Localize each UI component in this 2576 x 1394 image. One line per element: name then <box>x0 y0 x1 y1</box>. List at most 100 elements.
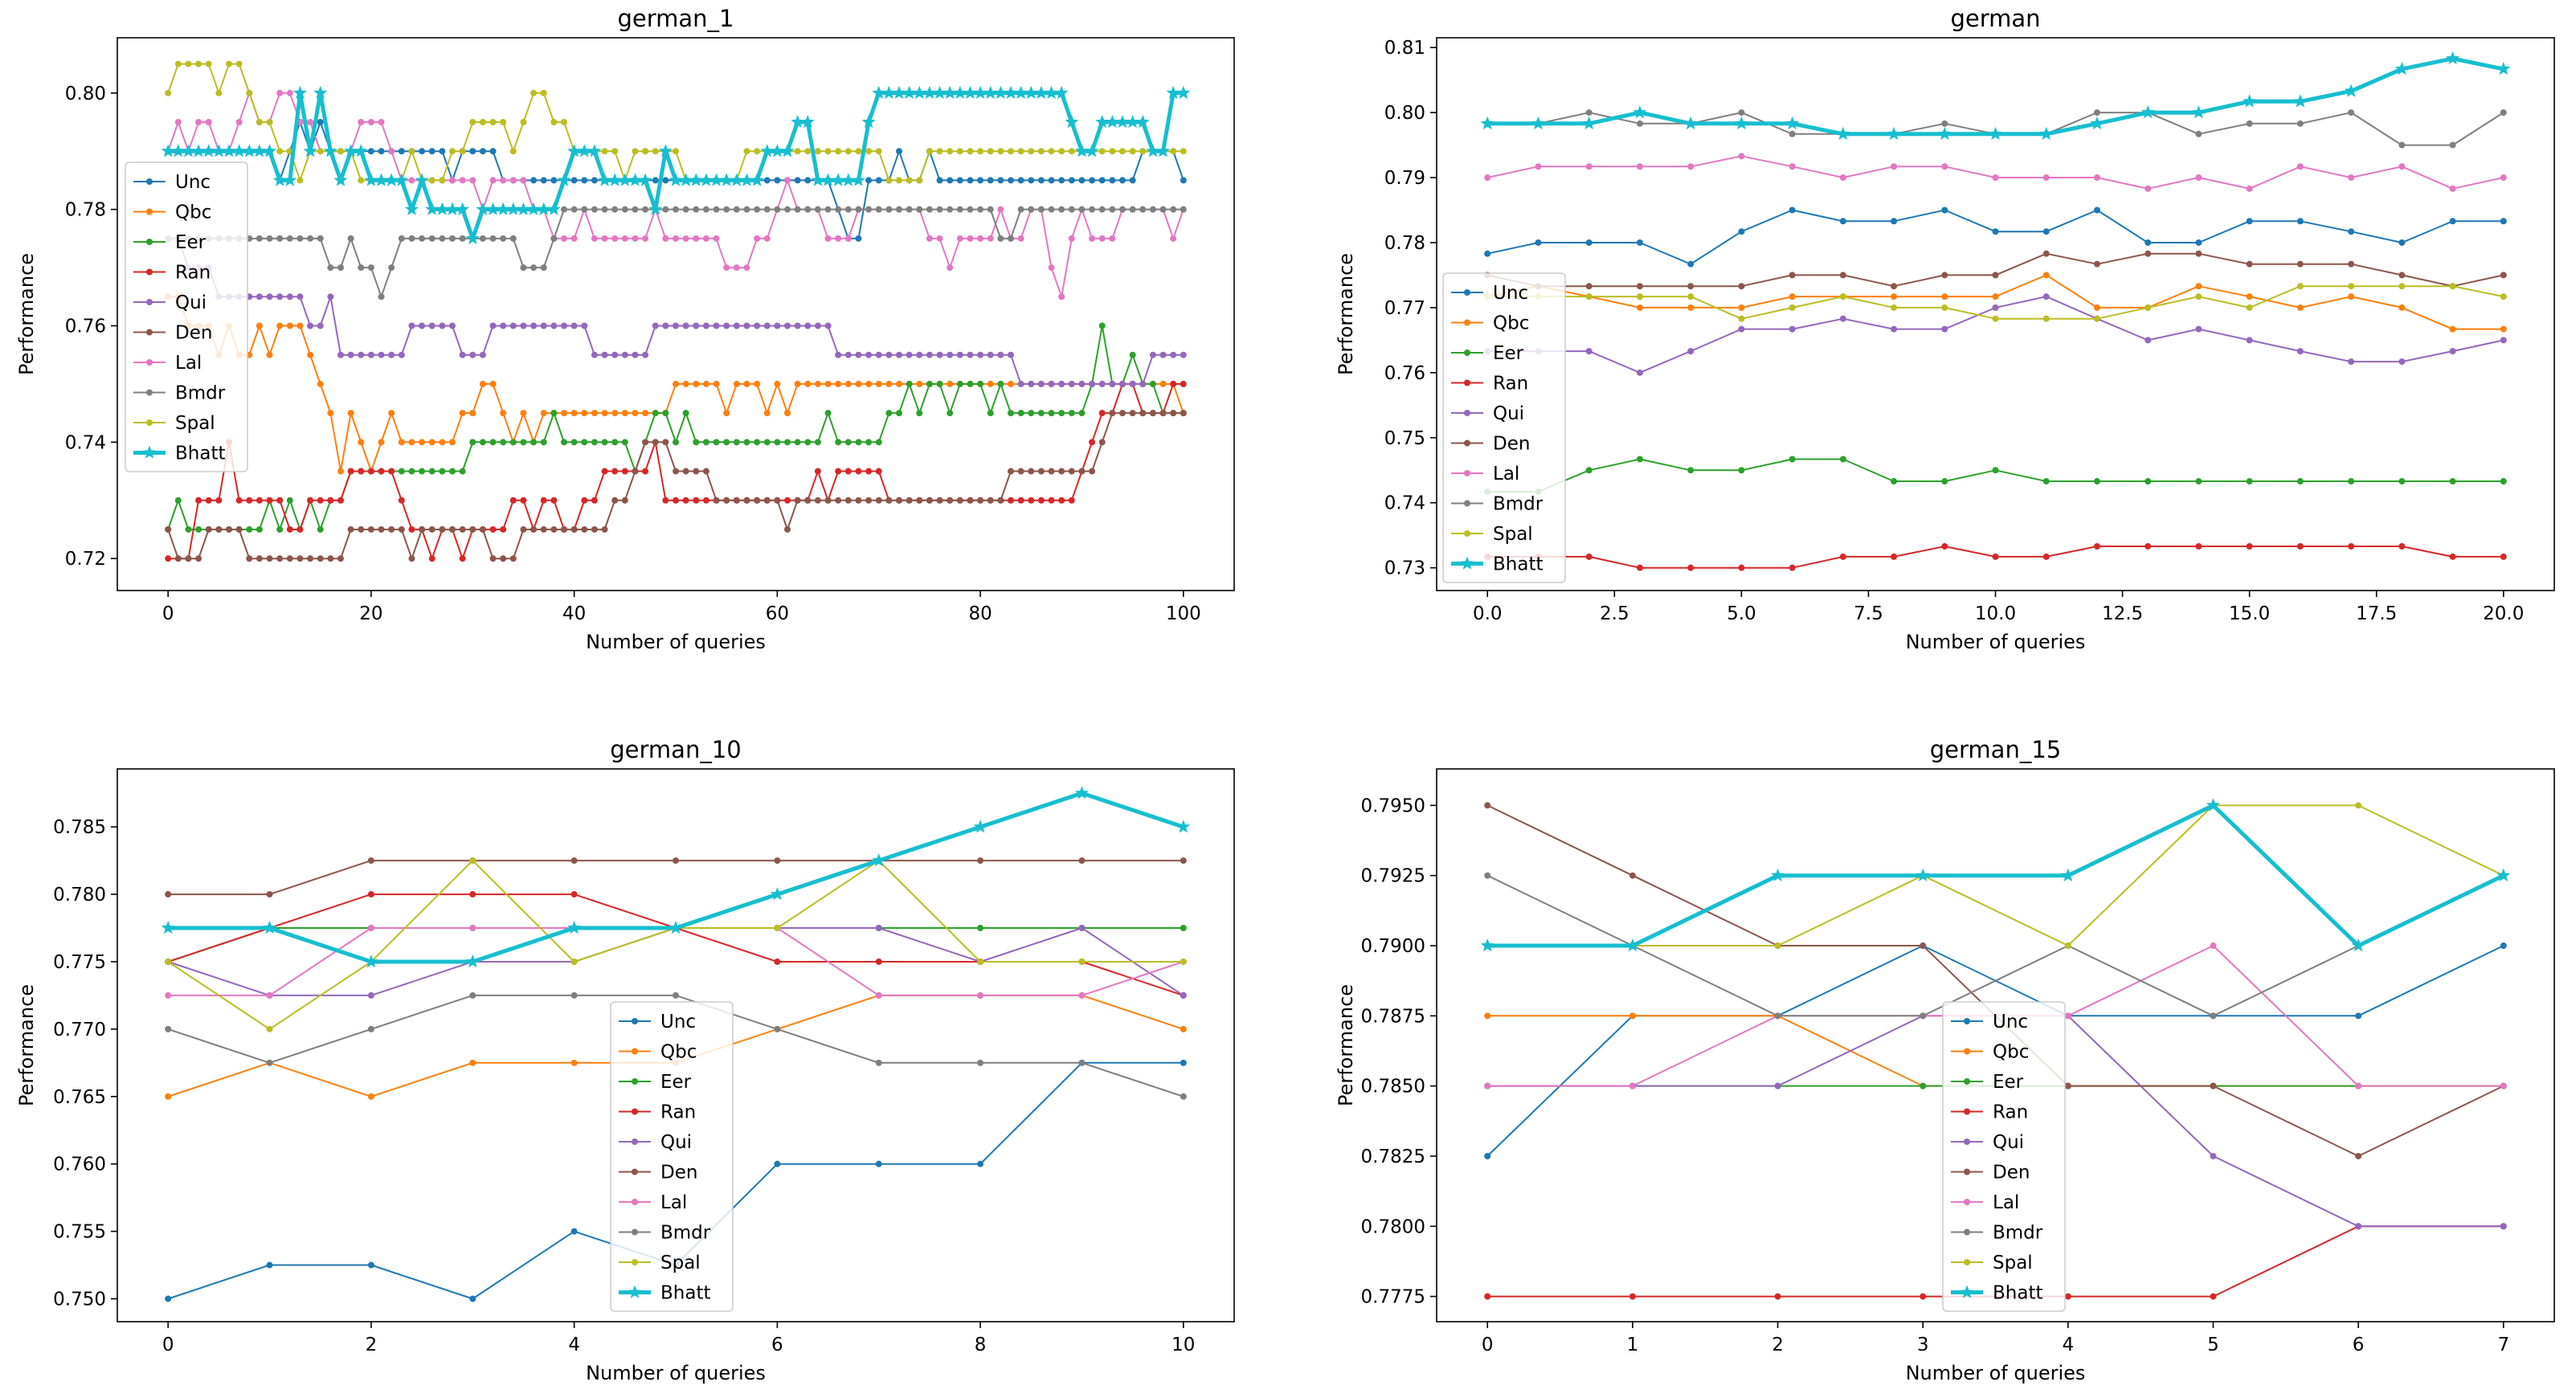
data-point-ran <box>367 891 374 898</box>
data-point-spal <box>2145 304 2152 311</box>
data-point-spal <box>2246 304 2253 311</box>
data-point-den <box>947 497 954 504</box>
data-point-bhatt <box>2061 868 2075 881</box>
data-point-qbc <box>1687 304 1695 311</box>
legend-label: Ran <box>1993 1102 2028 1123</box>
data-point-qbc <box>2500 325 2507 333</box>
data-point-den <box>215 525 223 533</box>
data-point-lal <box>1992 174 1999 182</box>
series-group <box>161 786 1191 1302</box>
data-point-eer <box>398 468 405 475</box>
data-point-spal <box>967 148 974 155</box>
legend-marker <box>632 1108 638 1115</box>
data-point-qui <box>2500 337 2507 344</box>
data-point-lal <box>1078 991 1086 999</box>
legend-label: Den <box>1993 1163 2030 1183</box>
data-point-qui <box>327 293 334 300</box>
data-point-eer <box>997 380 1004 387</box>
data-point-spal <box>997 148 1004 155</box>
data-point-bhatt <box>2141 105 2155 119</box>
data-point-qui <box>865 351 873 358</box>
data-point-bmdr <box>1068 206 1075 213</box>
data-point-bhatt <box>283 173 297 186</box>
data-point-lal <box>235 119 243 126</box>
legend-label: Ran <box>1493 374 1528 394</box>
data-point-bhatt <box>415 173 429 186</box>
data-point-unc <box>1484 1152 1491 1159</box>
data-point-qui <box>256 293 263 300</box>
data-point-eer <box>702 439 709 446</box>
data-point-lal <box>702 235 709 242</box>
data-point-den <box>479 525 486 533</box>
data-point-den <box>601 525 608 533</box>
data-point-lal <box>1891 163 1898 170</box>
data-point-bmdr <box>509 235 517 242</box>
y-tick-label: 0.73 <box>1384 558 1425 579</box>
y-tick-label: 0.7925 <box>1361 866 1425 887</box>
data-point-ran <box>2195 542 2202 550</box>
legend-label: Eer <box>175 232 206 253</box>
data-point-den <box>774 857 781 865</box>
data-point-ran <box>378 468 385 475</box>
data-point-bmdr <box>1089 206 1096 213</box>
data-point-spal <box>266 119 273 126</box>
data-point-eer <box>794 439 801 446</box>
data-point-lal <box>358 119 365 126</box>
data-point-spal <box>855 148 862 155</box>
data-point-den <box>235 525 243 533</box>
data-point-den <box>358 525 365 533</box>
data-point-qbc <box>1484 1012 1491 1020</box>
data-point-qui <box>1068 380 1075 387</box>
data-point-bmdr <box>947 206 954 213</box>
data-point-eer <box>509 439 517 446</box>
data-point-den <box>469 525 476 533</box>
data-point-qui <box>1129 380 1136 387</box>
data-point-bmdr <box>1920 1012 1927 1020</box>
data-point-eer <box>286 497 293 504</box>
data-point-lal <box>367 119 374 126</box>
data-point-eer <box>733 439 740 446</box>
data-point-qui <box>1687 348 1695 355</box>
legend-marker <box>632 1228 638 1236</box>
y-tick-label: 0.76 <box>1384 363 1425 384</box>
data-point-bhatt <box>800 115 815 129</box>
data-point-qui <box>794 322 801 329</box>
data-point-qui <box>855 351 862 358</box>
data-point-spal <box>1789 304 1796 311</box>
legend-label: Unc <box>660 1012 696 1032</box>
data-point-qui <box>2500 1223 2507 1230</box>
data-point-qui <box>1585 348 1593 355</box>
data-point-den <box>906 497 913 504</box>
data-point-unc <box>530 177 538 184</box>
legend-label: Qui <box>1493 403 1524 424</box>
data-point-ran <box>367 468 374 475</box>
data-point-eer <box>1048 410 1055 417</box>
data-point-eer <box>195 525 202 533</box>
data-point-bhatt <box>669 173 683 186</box>
data-point-qui <box>1180 991 1187 999</box>
data-point-eer <box>1941 478 1948 485</box>
data-point-lal <box>743 264 750 272</box>
data-point-eer <box>662 410 669 417</box>
data-point-spal <box>673 148 679 155</box>
data-point-ran <box>276 497 284 504</box>
data-point-den <box>855 497 862 504</box>
series-line-den <box>1486 252 2504 288</box>
data-point-den <box>570 525 578 533</box>
data-point-den <box>682 468 689 475</box>
data-point-ran <box>1089 439 1096 446</box>
data-point-eer <box>449 468 456 475</box>
data-point-qui <box>1839 315 1846 322</box>
data-point-unc <box>1738 228 1745 235</box>
data-point-qui <box>358 351 365 358</box>
data-point-spal <box>977 148 984 155</box>
data-point-den <box>367 857 374 865</box>
data-point-bmdr <box>459 235 466 242</box>
data-point-qbc <box>479 380 486 387</box>
data-point-qbc <box>398 439 405 446</box>
data-point-bmdr <box>428 235 435 242</box>
data-point-bmdr <box>673 206 679 213</box>
data-point-ran <box>540 497 547 504</box>
data-point-ran <box>235 497 243 504</box>
data-point-bmdr <box>550 235 558 242</box>
